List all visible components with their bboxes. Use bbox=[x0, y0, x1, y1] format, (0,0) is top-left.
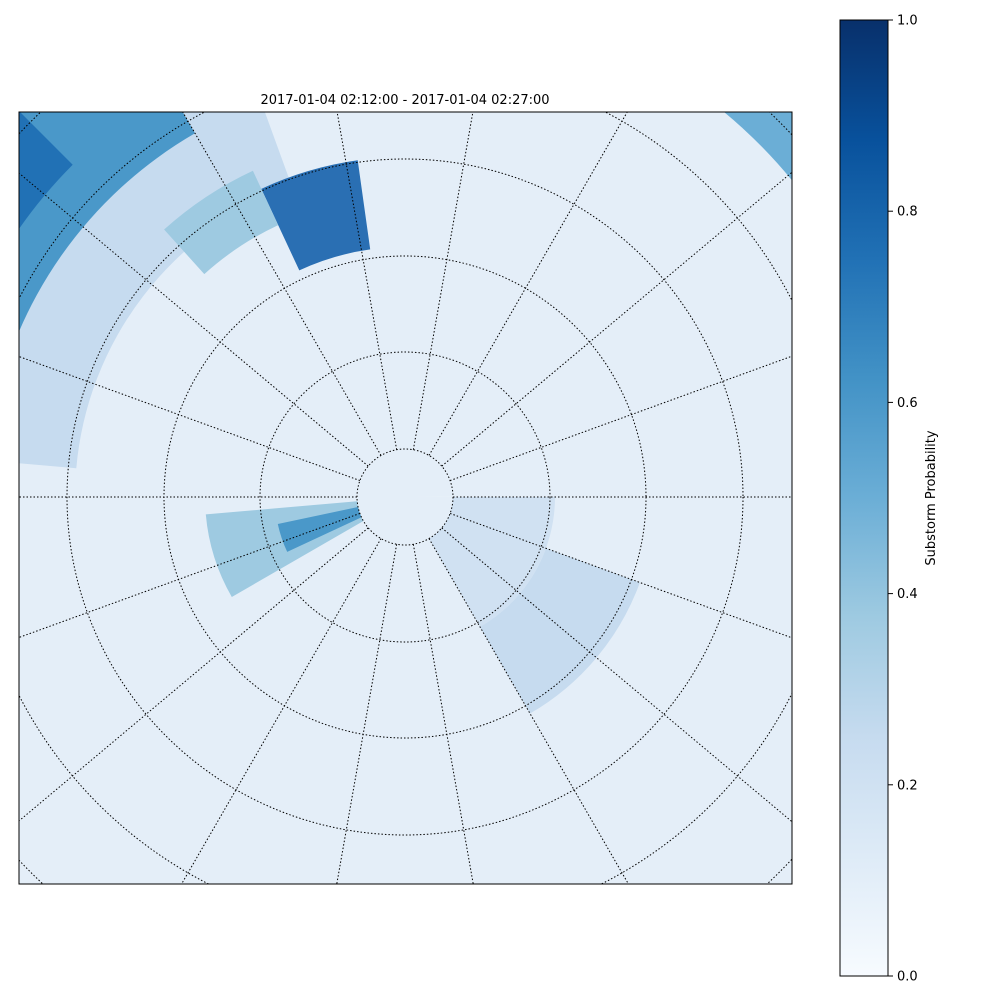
colorbar bbox=[840, 20, 888, 976]
colorbar-tick-label: 0.4 bbox=[897, 587, 918, 602]
colorbar-tick-label: 0.2 bbox=[897, 778, 918, 793]
colorbar-tick-label: 1.0 bbox=[897, 14, 918, 29]
colorbar-label: Substorm Probability bbox=[924, 430, 939, 566]
colorbar-tick-label: 0.6 bbox=[897, 396, 918, 411]
colorbar-tick-label: 0.0 bbox=[897, 970, 918, 985]
map-title: 2017-01-04 02:12:00 - 2017-01-04 02:27:0… bbox=[260, 93, 549, 108]
colorbar-tick-label: 0.8 bbox=[897, 205, 918, 220]
